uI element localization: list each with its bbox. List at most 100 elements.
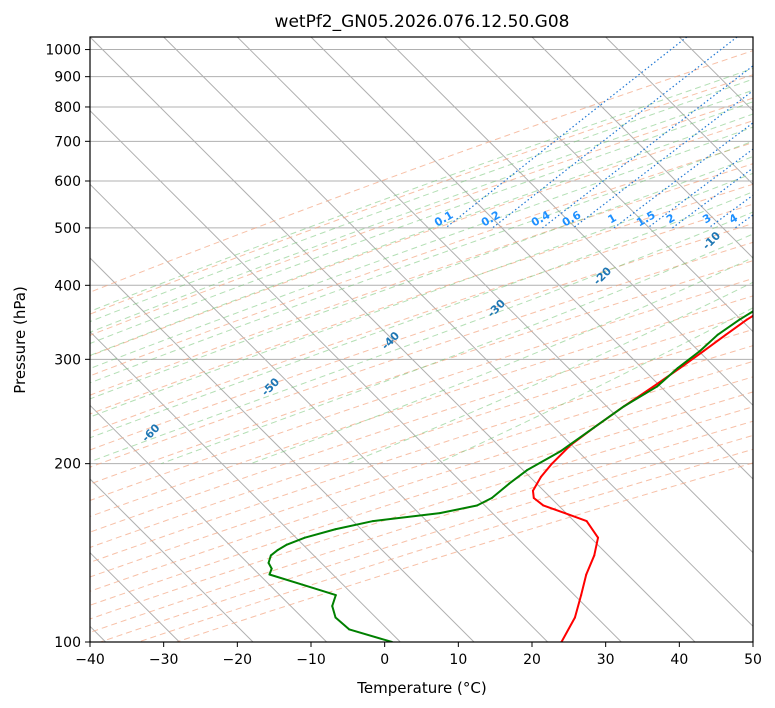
sounding-point — [769, 219, 771, 221]
dry-adiabat — [90, 241, 753, 468]
sounding-point — [761, 224, 763, 226]
moist-adiabat — [436, 307, 753, 465]
sounding-point — [724, 333, 727, 336]
x-tick-label: 50 — [744, 652, 762, 668]
moist-adiabat — [90, 67, 753, 312]
moist-adiabat — [90, 78, 753, 323]
isotherm-line — [90, 257, 475, 642]
sounding-point — [526, 469, 529, 472]
sounding-point — [331, 605, 334, 608]
sounding-point — [585, 573, 588, 576]
sounding-point — [738, 318, 741, 321]
sounding-point — [334, 616, 337, 619]
sounding-point — [757, 311, 759, 313]
y-tick-label: 500 — [54, 221, 81, 237]
x-tick-label: 40 — [670, 652, 688, 668]
sounding-point — [542, 504, 545, 507]
dry-adiabat — [90, 260, 753, 485]
dry-adiabat — [90, 406, 753, 620]
mixing-ratio-label: 0.1 — [432, 208, 455, 229]
mixing-ratio-line — [445, 37, 688, 229]
moist-adiabat — [90, 89, 753, 333]
isotherm-label: -50 — [259, 375, 282, 398]
sounding-point — [573, 616, 576, 619]
mixing-ratio-line — [572, 89, 753, 229]
mixing-ratio-label: 2 — [664, 211, 677, 226]
sounding-point — [593, 554, 596, 557]
moist-adiabat — [90, 172, 753, 418]
isotherm-line — [605, 37, 753, 186]
sounding-point — [592, 426, 595, 429]
isotherm-line — [90, 330, 401, 642]
dry-adiabat — [90, 142, 753, 377]
isotherm-line — [90, 478, 254, 642]
sounding-point — [564, 512, 567, 515]
sounding-point — [270, 567, 273, 570]
mixing-ratio-lines — [445, 37, 753, 229]
sounding-point — [334, 528, 337, 531]
y-axis-ticks: 100 200 300 400 500 600 700 800 900 1000 — [45, 43, 90, 651]
isotherm-line — [531, 37, 753, 259]
mixing-ratio-label: 6 — [766, 211, 775, 226]
dry-adiabat — [90, 203, 753, 433]
isotherm-line — [90, 183, 549, 642]
sounding-point — [699, 349, 702, 352]
y-tick-label: 700 — [54, 134, 81, 150]
sounding-point — [585, 520, 588, 523]
dry-adiabat — [90, 420, 753, 633]
isotherm-line — [90, 109, 622, 642]
sounding-point — [303, 536, 306, 539]
sounding-point — [559, 450, 562, 453]
sounding-point — [623, 405, 626, 408]
dry-adiabat — [90, 328, 753, 548]
y-tick-label: 900 — [54, 70, 81, 86]
sounding-point — [759, 232, 761, 234]
x-axis-ticks: −40 −30 −20 −10 0 10 20 30 40 50 — [75, 642, 762, 668]
sounding-point — [267, 561, 270, 564]
x-tick-label: −10 — [296, 652, 326, 668]
sounding-point — [490, 497, 493, 500]
isotherm-line — [678, 37, 753, 112]
y-tick-label: 600 — [54, 174, 81, 190]
moist-adiabat — [250, 256, 753, 465]
sounding-point — [597, 536, 600, 539]
sounding-point — [656, 385, 659, 388]
sounding-line — [531, 314, 753, 642]
dry-adiabat — [90, 183, 753, 415]
x-tick-label: 20 — [523, 652, 541, 668]
mixing-ratio-line — [734, 214, 753, 229]
dry-adiabat — [176, 462, 753, 642]
x-tick-label: −40 — [75, 652, 105, 668]
isotherm-line — [384, 37, 753, 407]
mixing-ratio-line — [492, 37, 738, 229]
y-tick-label: 1000 — [45, 43, 81, 59]
mixing-ratio-label: 0.6 — [560, 208, 584, 229]
mixing-ratio-line — [542, 65, 753, 229]
sounding-point — [652, 385, 655, 388]
x-tick-label: 10 — [449, 652, 467, 668]
x-axis-label: Temperature (°C) — [356, 679, 486, 697]
y-tick-label: 400 — [54, 278, 81, 294]
dry-adiabat — [90, 163, 753, 396]
dry-adiabat — [138, 448, 753, 642]
sounding-point — [758, 229, 760, 231]
sounding-point — [269, 554, 272, 557]
moist-adiabat — [90, 101, 753, 345]
isotherm-line — [310, 37, 753, 480]
sounding-point — [531, 489, 534, 492]
sounding-point — [285, 543, 288, 546]
sounding-point — [580, 594, 583, 597]
isotherm-line — [90, 37, 696, 642]
sounding-point — [716, 333, 719, 336]
sounding-point — [762, 304, 764, 306]
sounding-point — [508, 482, 511, 485]
dry-adiabat — [100, 434, 753, 642]
y-axis-label: Pressure (hPa) — [11, 286, 29, 394]
moist-adiabat — [347, 281, 753, 465]
y-tick-label: 800 — [54, 100, 81, 116]
plot-area: -100-90-80-70-60-50-40-30-20-10010203040… — [90, 37, 775, 642]
mixing-ratio-label: 1 — [606, 211, 619, 226]
x-tick-label: 30 — [597, 652, 615, 668]
y-tick-label: 300 — [54, 352, 81, 368]
